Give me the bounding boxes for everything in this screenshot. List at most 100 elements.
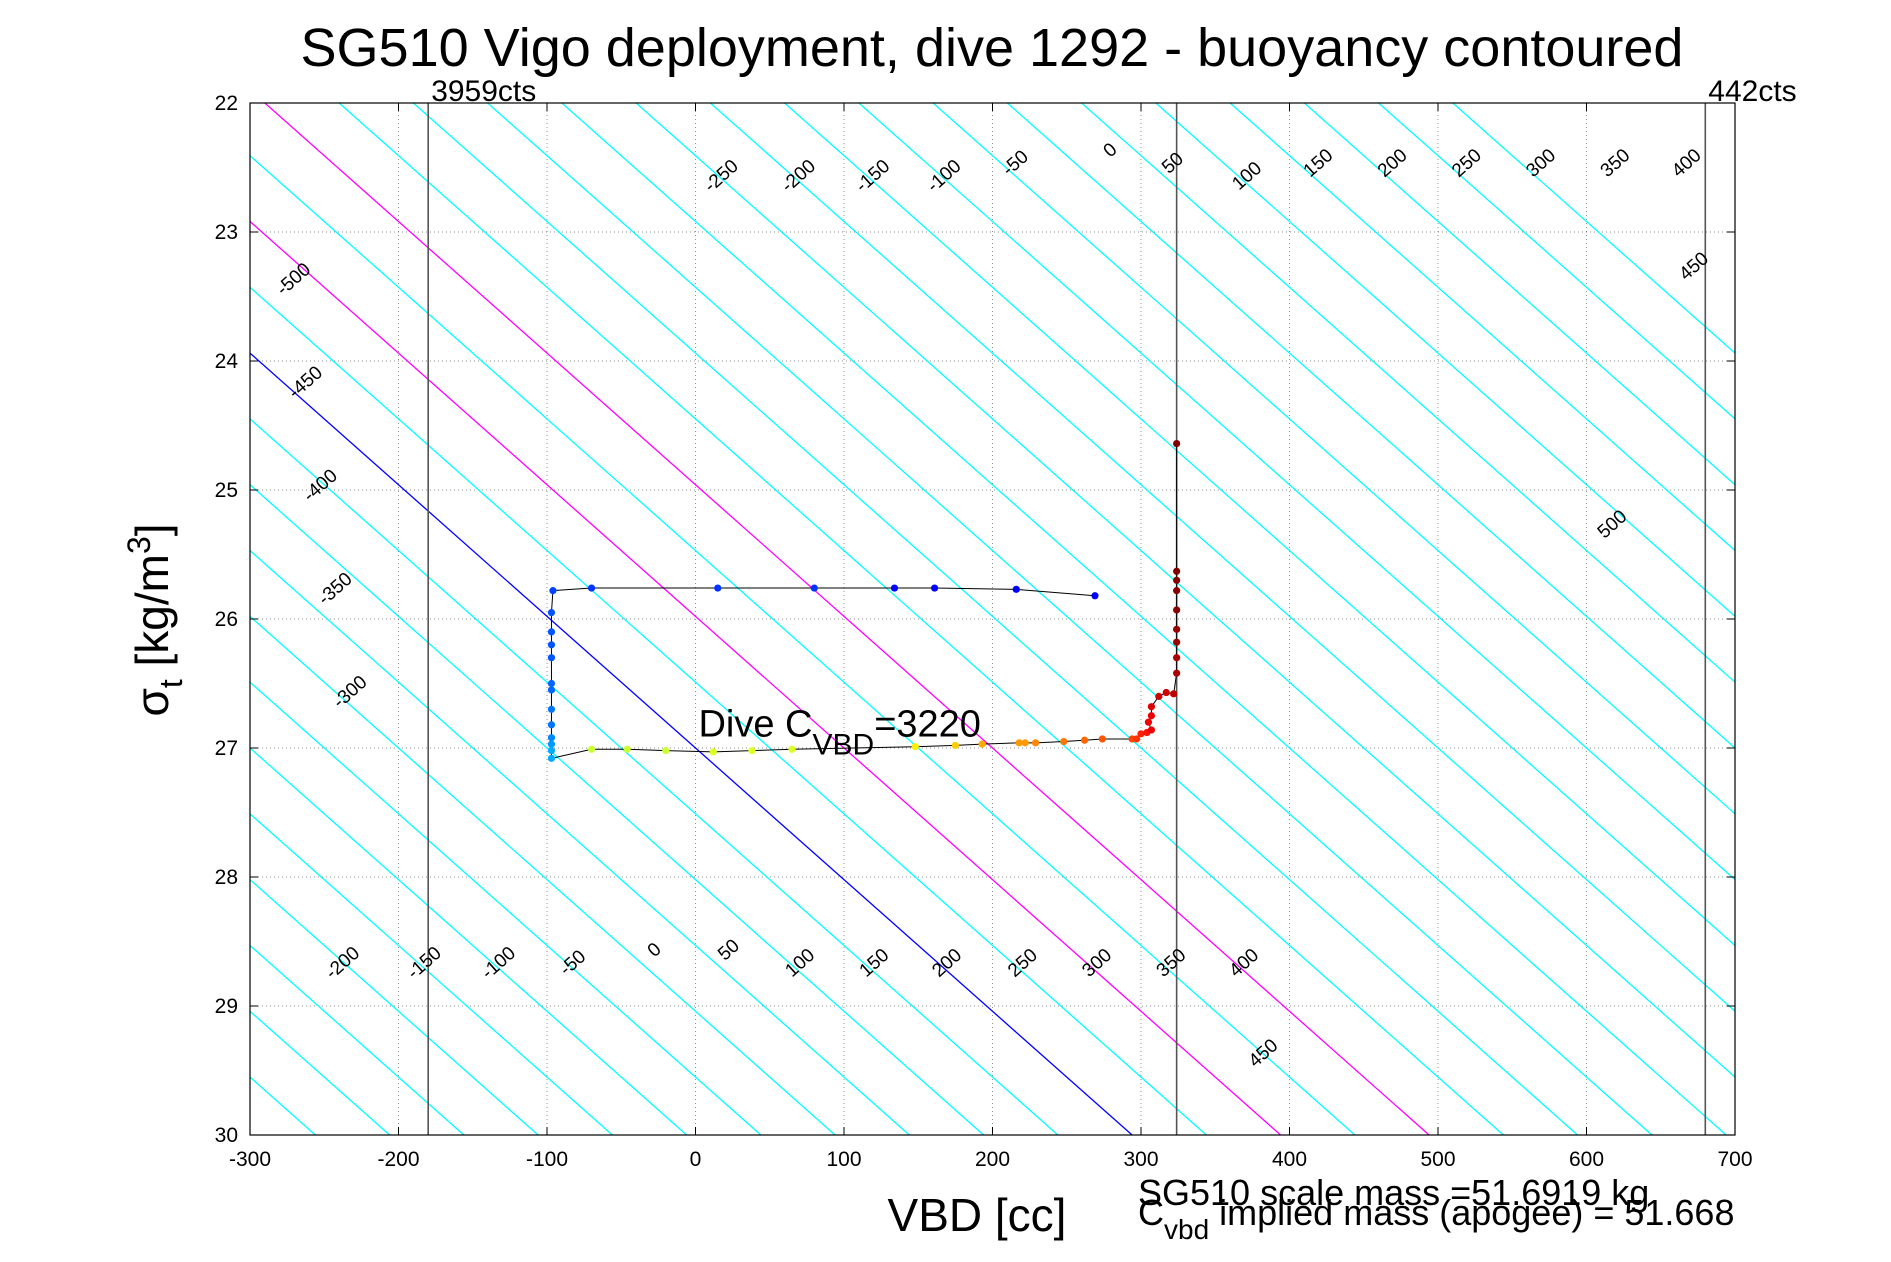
y-axis-label-close: ] (126, 523, 178, 536)
contour-label: 400 (1225, 945, 1263, 982)
data-point (930, 584, 939, 592)
contour-label: 200 (928, 945, 966, 982)
contour-label: -50 (998, 146, 1032, 180)
y-tick-label: 24 (215, 350, 239, 373)
y-axis-label-subscript: t (153, 679, 189, 688)
contour-label: -250 (700, 156, 742, 197)
implied-mass-main: C (1138, 1192, 1164, 1233)
data-point (547, 628, 556, 636)
x-tick-label: 700 (1717, 1148, 1752, 1171)
data-point (1162, 688, 1170, 697)
data-point (547, 705, 556, 713)
data-point (709, 748, 717, 756)
data-point (547, 721, 556, 729)
buoyancy-contour-line (250, 286, 1207, 1135)
buoyancy-contour-line (932, 103, 1735, 815)
contour-label: 0 (644, 939, 666, 962)
data-point (748, 746, 756, 755)
implied-mass-sub: vbd (1164, 1214, 1209, 1245)
dive-cvbd-annotation: Dive CVBD=3220 (698, 703, 980, 761)
buoyancy-contour-line (1303, 103, 1735, 486)
data-point (1031, 739, 1040, 747)
x-tick-label: -200 (377, 1148, 419, 1171)
data-point (549, 587, 557, 595)
data-point (547, 746, 556, 755)
contour-label: 350 (1597, 145, 1635, 182)
y-axis-label-symbol: σ (126, 688, 178, 716)
buoyancy-contour-line (250, 944, 465, 1135)
contour-label: 250 (1004, 945, 1042, 982)
x-tick-label: 400 (1272, 1148, 1307, 1171)
chart-title: SG510 Vigo deployment, dive 1292 - buoya… (301, 18, 1684, 78)
x-axis-ticks: -300 -200 -100 0 100 200 300 400 500 600 700 (229, 103, 1753, 1171)
x-tick-label: 100 (826, 1148, 861, 1171)
data-point (547, 686, 556, 694)
contour-label: 300 (1522, 145, 1560, 182)
contour-label: -100 (923, 156, 965, 197)
x-tick-label: 500 (1420, 1148, 1455, 1171)
data-point (714, 584, 722, 592)
contour-label: -50 (556, 946, 590, 980)
buoyancy-contour-line (250, 418, 1059, 1135)
data-point (587, 584, 596, 592)
data-point (547, 734, 556, 742)
buoyancy-contour-line (250, 747, 688, 1135)
data-point (547, 608, 556, 617)
data-point (547, 654, 556, 662)
buoyancy-contour-line (250, 681, 762, 1135)
contour-label: 250 (1448, 145, 1486, 182)
scale-mass-annotation: SG510 scale mass =51.6919 kg (1138, 1172, 1649, 1213)
data-point (1015, 739, 1023, 747)
buoyancy-contour-line (250, 154, 1356, 1135)
x-tick-label: 0 (690, 1148, 702, 1171)
data-point (1173, 567, 1181, 575)
buoyancy-contour-line (1452, 103, 1735, 354)
contour-label: 500 (1594, 506, 1632, 543)
buoyancy-contour-line (709, 103, 1735, 1013)
buoyancy-contour-line (250, 1010, 391, 1135)
contour-label: 450 (1675, 248, 1713, 285)
buoyancy-contour-line (635, 103, 1735, 1078)
contour-label: 350 (1153, 945, 1191, 982)
buoyancy-contour-line (1378, 103, 1735, 420)
y-axis-label-unit: [kg/m (126, 554, 178, 679)
contour-label: -300 (329, 672, 371, 713)
data-point (1012, 585, 1020, 593)
contour-label: 100 (781, 945, 819, 982)
contour-label: 100 (1228, 158, 1266, 195)
buoyancy-contour-line (250, 812, 613, 1135)
data-point (1132, 735, 1141, 743)
y-axis-label-superscript: 3 (121, 536, 157, 554)
data-point (1147, 712, 1155, 720)
data-point (788, 745, 796, 753)
buoyancy-contour-line (1229, 103, 1735, 552)
data-point (1173, 439, 1181, 448)
contour-label: 150 (1300, 145, 1338, 182)
data-point (547, 740, 556, 748)
data-point (1173, 669, 1181, 677)
buoyancy-contour-line (1081, 103, 1735, 684)
data-point (1144, 718, 1153, 726)
y-tick-label: 30 (215, 1124, 238, 1147)
dive-trajectory (550, 443, 1178, 759)
buoyancy-contour-line (487, 103, 1653, 1135)
buoyancy-contour-line (0, 103, 241, 1135)
data-point (1173, 638, 1181, 646)
data-point (1080, 736, 1089, 744)
dive-cvbd-main: Dive C (698, 703, 812, 745)
y-tick-label: 23 (215, 221, 238, 244)
dive-points (547, 439, 1181, 762)
data-point (911, 743, 919, 751)
data-point (1173, 606, 1181, 614)
x-tick-label: 300 (1123, 1148, 1158, 1171)
data-point (1170, 690, 1178, 698)
y-tick-label: 29 (215, 995, 238, 1018)
contour-label: 50 (1158, 149, 1188, 179)
y-tick-label: 26 (215, 608, 238, 631)
implied-mass-text: implied mass (apogee) = 51.668 (1209, 1192, 1734, 1233)
contour-label: 0 (1100, 139, 1122, 162)
data-point (1147, 703, 1155, 711)
x-tick-label: 600 (1569, 1148, 1604, 1171)
y-tick-label: 27 (215, 737, 238, 760)
